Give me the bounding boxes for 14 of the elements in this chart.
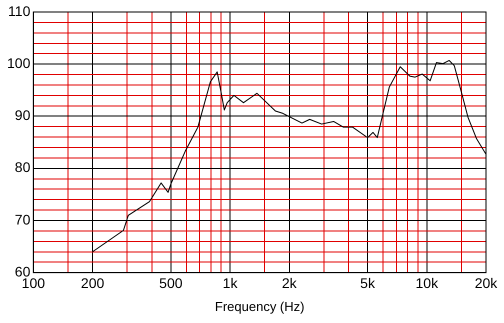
x-tick-label: 2k — [282, 274, 298, 291]
y-tick-label: 80 — [14, 159, 31, 176]
y-tick-label: 100 — [7, 54, 31, 71]
x-tick-label: 500 — [159, 274, 183, 291]
y-tick-label: 110 — [8, 2, 31, 19]
y-tick-label: 70 — [14, 211, 31, 228]
x-tick-label: 20k — [474, 274, 498, 291]
x-tick-label: 5k — [360, 274, 376, 291]
y-tick-label: 60 — [14, 263, 31, 280]
x-tick-label: 10k — [415, 274, 440, 291]
x-tick-label: 200 — [80, 274, 104, 291]
y-tick-label: 90 — [14, 107, 31, 124]
x-tick-label: 1k — [222, 274, 238, 291]
x-axis-title: Frequency (Hz) — [214, 298, 304, 314]
